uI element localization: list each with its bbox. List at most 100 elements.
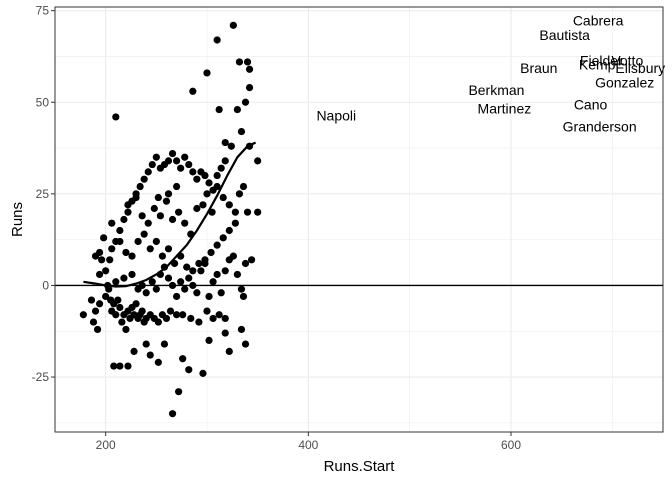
data-point xyxy=(254,208,262,216)
data-point xyxy=(187,314,195,323)
data-point xyxy=(164,245,173,253)
data-point xyxy=(199,369,207,377)
point-label: Bautista xyxy=(539,27,590,43)
data-point xyxy=(177,164,185,172)
data-point xyxy=(95,300,104,308)
data-point xyxy=(207,248,215,257)
data-point xyxy=(144,219,152,227)
data-point xyxy=(213,36,221,44)
data-point xyxy=(98,256,106,264)
data-point xyxy=(181,285,189,293)
point-label: Martinez xyxy=(478,100,532,116)
data-point xyxy=(128,270,136,279)
data-point xyxy=(215,105,223,114)
data-point xyxy=(132,300,140,308)
data-point xyxy=(173,157,181,165)
data-point xyxy=(154,318,162,326)
data-point xyxy=(201,171,209,180)
data-point xyxy=(89,318,98,326)
point-label: Cano xyxy=(574,97,608,113)
x-tick-label: 200 xyxy=(96,438,116,452)
data-point xyxy=(173,182,181,191)
data-point xyxy=(254,157,262,165)
data-point xyxy=(225,347,233,355)
data-point xyxy=(197,267,205,275)
data-point xyxy=(116,362,124,370)
data-point xyxy=(195,318,203,326)
data-point xyxy=(173,311,181,319)
data-point xyxy=(219,193,227,202)
point-label: Fielder xyxy=(580,53,623,69)
data-point xyxy=(245,65,254,73)
data-point xyxy=(213,182,221,191)
data-point xyxy=(132,193,140,202)
data-point xyxy=(120,215,128,224)
data-point xyxy=(164,157,173,165)
point-labels: Napoli Berkman Martinez Braun BautistaCabrer… xyxy=(316,12,665,134)
data-point xyxy=(154,358,162,366)
data-point xyxy=(219,234,227,242)
data-point xyxy=(209,314,217,323)
data-point xyxy=(162,197,171,205)
y-axis-title: Runs xyxy=(9,202,26,237)
point-label: Granderson xyxy=(563,119,637,135)
data-point xyxy=(237,325,246,334)
data-point xyxy=(185,160,193,169)
data-point xyxy=(162,314,171,323)
data-point xyxy=(189,281,197,290)
data-point xyxy=(124,362,132,370)
data-point xyxy=(95,270,104,279)
data-point xyxy=(108,245,116,253)
y-tick-label: 50 xyxy=(36,95,50,109)
data-point xyxy=(95,248,104,257)
data-point xyxy=(152,285,160,293)
data-point xyxy=(181,219,189,227)
data-point xyxy=(168,215,177,224)
data-point xyxy=(199,201,207,209)
data-point xyxy=(225,201,233,209)
data-point xyxy=(79,311,87,319)
data-point xyxy=(203,190,211,198)
point-label: Kemp xyxy=(579,56,616,72)
data-point xyxy=(209,278,217,286)
data-point xyxy=(122,325,130,334)
data-point xyxy=(173,292,181,301)
data-point xyxy=(193,175,201,183)
data-point xyxy=(116,226,124,235)
data-point xyxy=(120,274,128,282)
panel-border xyxy=(54,6,664,433)
data-point xyxy=(124,208,132,216)
data-point xyxy=(124,201,132,209)
data-point xyxy=(179,311,187,319)
data-point xyxy=(217,164,225,172)
y-tick-label: 75 xyxy=(36,4,50,18)
data-point xyxy=(160,340,169,348)
data-point xyxy=(241,340,250,348)
data-point xyxy=(87,296,96,304)
data-point xyxy=(166,307,175,315)
data-point xyxy=(128,252,136,260)
data-point xyxy=(164,274,173,282)
data-point xyxy=(146,245,154,253)
point-label: Napoli xyxy=(316,108,356,124)
data-point xyxy=(110,362,118,370)
data-point xyxy=(201,259,209,268)
point-label: Gonzalez xyxy=(595,75,654,91)
data-point xyxy=(189,87,197,95)
data-point xyxy=(215,311,223,319)
x-tick-label: 600 xyxy=(501,438,521,452)
x-axis-title: Runs.Start xyxy=(324,458,396,475)
data-point xyxy=(185,274,193,282)
data-point xyxy=(235,58,244,66)
data-point xyxy=(239,182,248,191)
data-point xyxy=(193,289,201,297)
data-point xyxy=(100,234,108,242)
data-point xyxy=(102,292,110,301)
data-point xyxy=(221,314,229,323)
x-tick-label: 400 xyxy=(298,438,318,452)
data-point xyxy=(229,252,237,260)
y-tick-label: 0 xyxy=(42,278,49,292)
data-point xyxy=(138,307,146,315)
data-point xyxy=(221,157,229,165)
